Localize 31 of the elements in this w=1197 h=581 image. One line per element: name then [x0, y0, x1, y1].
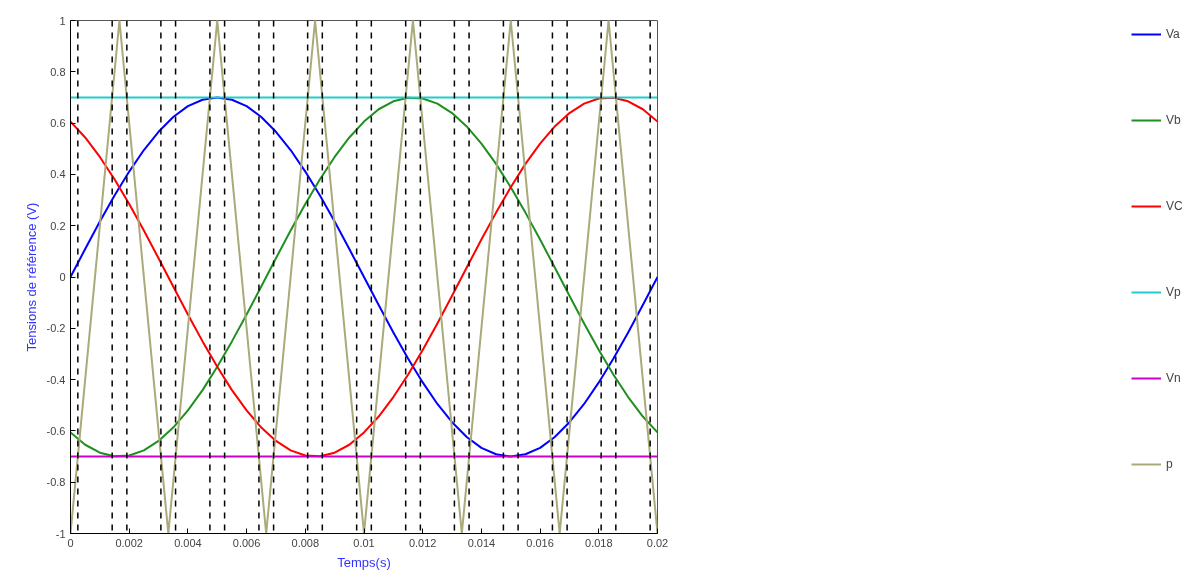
y-tick-label: -0.4	[46, 373, 66, 386]
x-tick-label: 0.008	[291, 536, 320, 549]
x-tick-label: 0.012	[408, 536, 437, 549]
x-tick-label: 0.018	[585, 536, 613, 549]
y-tick-label: 0.2	[50, 219, 66, 232]
x-tick-label: 0.002	[115, 536, 143, 549]
y-tick-label: 0.4	[50, 168, 66, 181]
x-tick-label: 0.014	[467, 536, 496, 549]
legend-label: Vn	[1166, 371, 1182, 385]
y-tick-label: 0.8	[50, 65, 66, 78]
x-tick-label: 0.004	[174, 536, 202, 549]
y-tick-label: 0	[59, 271, 66, 283]
x-tick-label: 0.01	[353, 536, 375, 549]
y-tick-label: -0.8	[46, 476, 66, 489]
legend-label: Vb	[1166, 113, 1182, 127]
y-axis-title: Tensions de référence (V)	[23, 202, 39, 352]
y-tick-label: -1	[55, 527, 66, 540]
x-axis-title: Temps(s)	[337, 554, 391, 570]
legend-label: Va	[1166, 27, 1181, 41]
line-series	[70, 96, 658, 458]
x-tick-label: 0.016	[526, 536, 554, 549]
y-tick-label: -0.6	[46, 424, 66, 437]
y-tick-label: -0.2	[46, 322, 66, 335]
x-tick-label: 0.006	[232, 536, 261, 549]
y-tick-label: 1	[59, 14, 66, 27]
x-tick-label: 0.02	[646, 536, 669, 549]
y-tick-label: 0.6	[50, 117, 66, 130]
legend-label: p	[1166, 457, 1174, 471]
legend-label: VC	[1166, 199, 1184, 213]
legend-label: Vp	[1166, 285, 1182, 299]
x-tick-label: 0	[67, 536, 74, 549]
